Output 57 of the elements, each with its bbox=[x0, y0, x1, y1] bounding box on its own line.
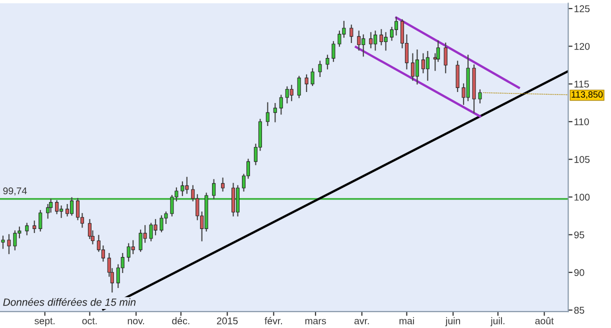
candlestick bbox=[350, 24, 354, 44]
y-tick-label: 120 bbox=[574, 42, 590, 50]
candlestick bbox=[326, 54, 330, 70]
candlestick bbox=[279, 94, 283, 115]
candlestick bbox=[131, 240, 135, 254]
candlestick bbox=[7, 234, 11, 254]
candlestick bbox=[394, 17, 398, 36]
y-tick-label: 85 bbox=[574, 306, 584, 314]
x-tick-label: déc. bbox=[172, 317, 190, 324]
candlestick bbox=[55, 200, 59, 214]
candlestick bbox=[318, 60, 322, 77]
candlestick bbox=[212, 179, 216, 200]
annotation: Données différées de 15 min bbox=[3, 298, 136, 306]
candlestick bbox=[310, 68, 314, 86]
candlestick bbox=[1, 236, 5, 249]
ref-line-label: 99,74 bbox=[3, 187, 27, 196]
x-tick-label: mai bbox=[400, 317, 414, 324]
y-tick-label: 100 bbox=[574, 194, 590, 201]
candlestick bbox=[426, 50, 430, 81]
y-tick-label: 90 bbox=[574, 269, 584, 276]
y-tick-label: 95 bbox=[574, 231, 584, 238]
candlestick bbox=[357, 30, 361, 51]
candlestick bbox=[38, 210, 42, 232]
candlestick bbox=[221, 178, 225, 192]
candlestick bbox=[180, 181, 184, 196]
annotation: 113,850 bbox=[572, 91, 603, 99]
candlestick bbox=[76, 198, 80, 220]
y-tick-label: 125 bbox=[574, 5, 590, 12]
x-tick-label: oct. bbox=[82, 318, 97, 324]
x-tick-label: juin bbox=[445, 317, 460, 326]
candlestick bbox=[369, 32, 373, 48]
x-tick-label: 2015 bbox=[216, 317, 238, 324]
y-tick-label: 110 bbox=[574, 118, 589, 126]
candlestick bbox=[266, 102, 270, 126]
candlestick bbox=[380, 29, 384, 46]
candlestick bbox=[478, 89, 482, 104]
candlestick bbox=[32, 220, 36, 233]
candlestick bbox=[273, 102, 277, 122]
candlestick bbox=[66, 204, 70, 216]
candlestick bbox=[297, 76, 301, 98]
x-tick-label: nov. bbox=[128, 318, 144, 324]
candlestick bbox=[415, 49, 419, 84]
y-tick-label: 115 bbox=[574, 80, 589, 88]
y-tick-label: 105 bbox=[574, 156, 590, 163]
candlestick bbox=[332, 41, 336, 62]
x-tick-label: août bbox=[535, 317, 554, 324]
candlestick bbox=[444, 42, 448, 74]
x-tick-label: mars bbox=[305, 318, 326, 324]
candlestick bbox=[456, 60, 460, 92]
x-tick-label: avr. bbox=[354, 318, 369, 324]
candlestick bbox=[338, 30, 342, 47]
candlestick bbox=[290, 84, 294, 102]
x-tick-label: sept. bbox=[34, 318, 55, 326]
candlestick bbox=[25, 222, 29, 236]
candlestick bbox=[304, 74, 308, 92]
x-tick-label: juil. bbox=[490, 317, 504, 326]
x-tick-label: févr. bbox=[264, 317, 282, 324]
